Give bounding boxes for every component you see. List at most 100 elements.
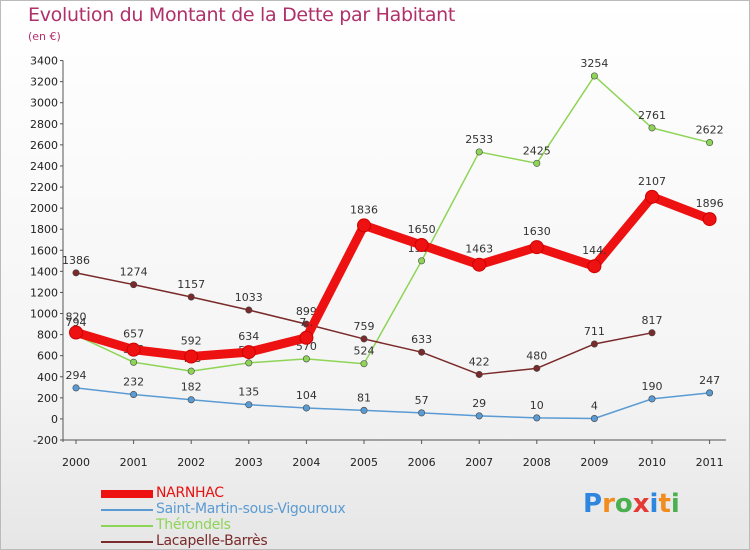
data-point (475, 412, 483, 420)
y-tick-label: 800 (37, 329, 58, 342)
data-point (245, 306, 253, 314)
data-point (648, 329, 656, 337)
legend-swatch (101, 509, 153, 511)
data-point (645, 189, 659, 204)
data-label: 7.. (299, 316, 313, 329)
data-point (187, 293, 195, 301)
data-point (590, 414, 598, 422)
data-point (130, 390, 138, 398)
data-point (184, 349, 199, 364)
data-point (357, 218, 371, 233)
y-tick-label: 2000 (30, 202, 58, 215)
data-label: 711 (584, 325, 605, 338)
data-point (130, 358, 138, 366)
data-label: 57 (415, 394, 429, 407)
data-point (126, 342, 141, 357)
data-label: 1630 (523, 225, 551, 238)
data-label: 232 (123, 375, 144, 388)
data-point (587, 259, 602, 274)
y-tick-label: 0 (51, 413, 58, 426)
data-point (414, 238, 429, 253)
series-narnhac: 820 657 592 634 7.. 1836 1650 1463 1630 144. 2107 1… (66, 175, 724, 364)
data-label: 135 (238, 386, 259, 399)
y-tick-label: 1600 (30, 244, 58, 257)
y-tick-label: 1200 (30, 286, 58, 299)
data-point (418, 257, 426, 265)
x-tick-label: 2010 (638, 456, 666, 469)
y-tick-label: 3200 (30, 76, 58, 89)
data-label: 3254 (580, 57, 608, 70)
data-label: 592 (181, 335, 202, 348)
legend-item: Thérondels (101, 517, 521, 534)
data-label: 190 (642, 380, 663, 393)
data-point (360, 335, 368, 343)
data-point (245, 401, 253, 409)
y-tick-label: 1000 (30, 308, 58, 321)
data-point (529, 240, 544, 255)
data-label: 1157 (177, 278, 205, 291)
data-point (302, 404, 310, 412)
data-label: 759 (354, 320, 375, 333)
data-label: 2622 (696, 124, 724, 137)
data-label: 10 (530, 399, 544, 412)
data-point (245, 359, 253, 367)
y-tick-label: 2400 (30, 160, 58, 173)
data-label: 633 (411, 333, 432, 346)
data-point (302, 355, 310, 363)
data-point (648, 124, 656, 132)
series-line (71, 192, 715, 362)
data-label: 422 (469, 355, 490, 368)
data-label: 480 (526, 349, 547, 362)
data-label: 524 (354, 345, 375, 358)
x-tick-label: 2007 (465, 456, 493, 469)
x-tick-label: 2000 (62, 456, 90, 469)
data-label: 247 (699, 374, 720, 387)
chart-legend: NARNHAC Saint-Martin-sous-Vigouroux Théron… (101, 485, 521, 550)
data-point (706, 389, 714, 397)
data-point (187, 367, 195, 375)
data-point (590, 340, 598, 348)
legend-item: Saint-Martin-sous-Vigouroux (101, 501, 521, 518)
data-point (72, 269, 80, 277)
legend-item: NARNHAC (101, 485, 521, 502)
y-tick-label: 200 (37, 392, 58, 405)
y-tick-label: 3000 (30, 97, 58, 110)
data-point (130, 281, 138, 289)
series-th-rondels: 7945384535325705241500253324253254276126… (66, 57, 724, 375)
data-point (648, 395, 656, 403)
legend-item: Lacapelle-Barrès (101, 533, 521, 550)
data-point (702, 212, 717, 227)
y-tick-label: 1400 (30, 265, 58, 278)
x-tick-label: 2001 (120, 456, 148, 469)
data-label: 2761 (638, 109, 666, 122)
data-label: 1386 (62, 254, 90, 267)
chart-title: Evolution du Montant de la Dette par Hab… (28, 4, 456, 26)
data-point (533, 364, 541, 372)
data-point (187, 396, 195, 404)
data-point (706, 139, 714, 147)
data-point (360, 360, 368, 368)
legend-swatch (101, 541, 153, 543)
data-label: 1836 (350, 203, 378, 216)
data-label: 634 (238, 330, 259, 343)
x-tick-label: 2009 (580, 456, 608, 469)
data-label: 4 (591, 399, 598, 412)
data-label: 657 (123, 328, 144, 341)
data-point (533, 159, 541, 167)
series-lacapelle-barr-s: 1386 1274 1157 1033 899 759 633 422 480 711 817 (62, 254, 663, 378)
data-label: 899 (296, 305, 317, 318)
data-label: 182 (181, 381, 202, 394)
data-label: 794 (66, 316, 87, 329)
y-tick-label: 400 (37, 371, 58, 384)
data-label: 144. (582, 244, 607, 257)
x-tick-label: 2005 (350, 456, 378, 469)
y-tick-label: 600 (37, 350, 58, 363)
legend-label: Lacapelle-Barrès (156, 533, 268, 549)
data-label: 820 (66, 310, 87, 323)
x-tick-label: 2003 (235, 456, 263, 469)
data-label: 2533 (465, 133, 493, 146)
x-tick-label: 2004 (292, 456, 320, 469)
y-tick-label: 2800 (30, 118, 58, 131)
data-label: 1463 (465, 243, 493, 256)
